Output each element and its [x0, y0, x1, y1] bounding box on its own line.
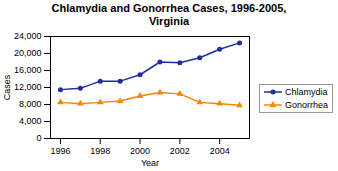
svg-text:12,000: 12,000 [14, 83, 42, 93]
svg-text:1998: 1998 [90, 146, 110, 156]
html-text:Gonorrhea: Gonorrhea [285, 99, 328, 110]
svg-text:20,000: 20,000 [14, 49, 42, 59]
html-text:Chlamydia and Gonorrhea Cases,: Chlamydia and Gonorrhea Cases, 1996-2005… [51, 2, 287, 28]
svg-text:Year: Year [141, 158, 159, 168]
svg-text:8,000: 8,000 [19, 100, 42, 110]
svg-text:Cases: Cases [2, 75, 12, 101]
svg-text:4,000: 4,000 [19, 117, 42, 127]
svg-text:2002: 2002 [170, 146, 190, 156]
svg-text:16,000: 16,000 [14, 66, 42, 76]
svg-text:24,000: 24,000 [14, 32, 42, 42]
svg-text:2000: 2000 [130, 146, 150, 156]
html-text:Chlamydia: Chlamydia [285, 86, 328, 97]
svg-text:0: 0 [36, 134, 41, 144]
svg-text:1996: 1996 [50, 146, 70, 156]
svg-text:2004: 2004 [210, 146, 230, 156]
